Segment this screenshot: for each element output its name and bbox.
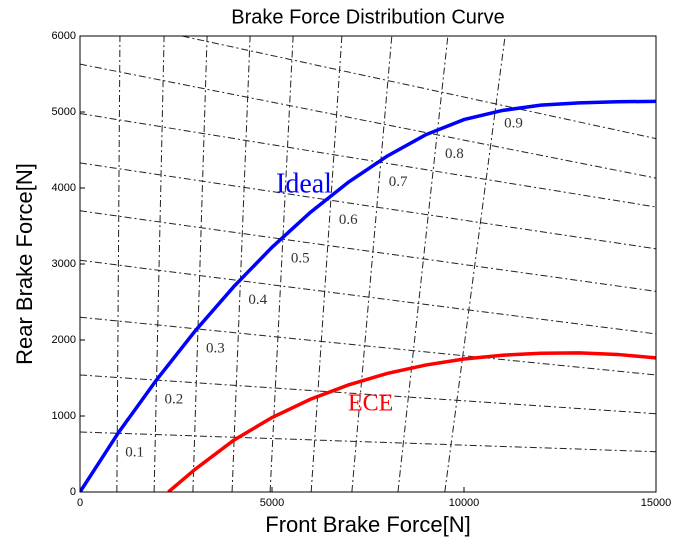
- f-line: [80, 113, 656, 208]
- phi-label: 0.7: [389, 174, 408, 190]
- f-line: [80, 259, 656, 335]
- f-line: [80, 210, 656, 292]
- y-tick-label: 3000: [52, 258, 76, 270]
- f-line: [80, 431, 656, 453]
- r-line: [192, 36, 208, 492]
- phi-label: 0.3: [206, 340, 225, 356]
- r-line: [310, 36, 343, 492]
- phi-label: 0.2: [165, 392, 184, 408]
- series-label: ECE: [348, 391, 393, 417]
- series-line: [167, 351, 656, 492]
- y-tick-label: 5000: [52, 106, 76, 118]
- f-line: [80, 63, 656, 179]
- r-line: [231, 36, 251, 492]
- y-tick-label: 6000: [52, 30, 76, 42]
- series-label: Ideal: [276, 168, 332, 199]
- y-tick-label: 2000: [52, 334, 76, 346]
- phi-label: 0.5: [291, 251, 310, 267]
- x-axis-label: Front Brake Force[N]: [265, 512, 470, 537]
- f-line: [80, 162, 656, 250]
- chart-title: Brake Force Distribution Curve: [231, 6, 504, 28]
- f-line: [80, 316, 656, 376]
- plot-frame: [79, 35, 657, 493]
- phi-label: 0.4: [248, 292, 267, 308]
- r-line: [444, 36, 506, 492]
- f-line: [80, 374, 656, 415]
- x-tick-label: 5000: [260, 497, 284, 509]
- r-line: [153, 36, 165, 492]
- r-line: [397, 36, 449, 492]
- series-line: [80, 99, 656, 492]
- phi-label: 0.1: [125, 445, 144, 461]
- phi-label: 0.9: [504, 115, 523, 131]
- y-tick-label: 1000: [52, 410, 76, 422]
- y-tick-label: 4000: [52, 182, 76, 194]
- x-tick-label: 15000: [641, 497, 672, 509]
- x-tick-label: 0: [77, 497, 83, 509]
- r-line: [351, 36, 393, 492]
- y-tick-label: 0: [70, 486, 76, 498]
- phi-label: 0.6: [339, 212, 358, 228]
- phi-label: 0.8: [445, 146, 464, 162]
- f-line: [179, 36, 656, 140]
- y-axis-label: Rear Brake Force[N]: [12, 163, 37, 365]
- r-line: [116, 36, 121, 492]
- x-tick-label: 10000: [449, 497, 480, 509]
